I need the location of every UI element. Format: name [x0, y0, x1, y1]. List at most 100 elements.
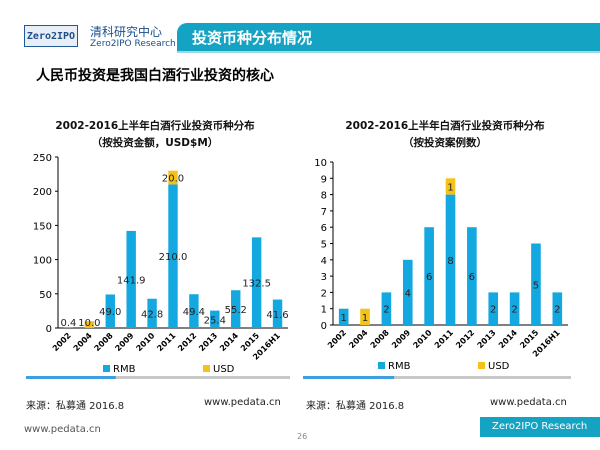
- x-tick-label: 2013: [476, 328, 498, 350]
- data-label: 141.9: [117, 275, 146, 286]
- divider-accent: [303, 376, 395, 379]
- data-label: 25.4: [204, 315, 226, 326]
- data-label: 2: [554, 305, 560, 316]
- data-label: 10.0: [78, 318, 100, 329]
- x-tick-label: 2004: [347, 328, 369, 350]
- y-tick-label: 150: [33, 221, 52, 232]
- data-label: 210.0: [159, 252, 188, 263]
- data-label: 20.0: [162, 174, 184, 185]
- footer-site: www.pedata.cn: [24, 424, 101, 435]
- data-label: 1: [447, 182, 453, 193]
- data-label: 49.0: [99, 307, 121, 318]
- bar-rmb: [531, 243, 541, 325]
- y-tick-label: 3: [321, 272, 327, 283]
- x-tick-label: 2012: [176, 331, 198, 353]
- y-tick-label: 8: [321, 191, 327, 202]
- chart1-title: 2002-2016上半年白酒行业投资币种分布: [55, 120, 255, 132]
- data-label: 132.5: [242, 279, 271, 290]
- zero2ipo-logo: Zero2IPO: [24, 25, 78, 47]
- y-tick-label: 10: [314, 158, 327, 169]
- x-tick-label: 2010: [134, 331, 156, 353]
- header-bar: [177, 23, 600, 53]
- bar-rmb: [381, 292, 392, 325]
- bar-usd: [360, 308, 370, 325]
- bar-rmb: [552, 292, 563, 325]
- x-tick-label: 2014: [497, 328, 519, 350]
- data-label: 5: [533, 280, 539, 291]
- legend-swatch-rmb: [378, 362, 385, 369]
- legend-label-usd: USD: [213, 364, 235, 375]
- bar-rmb: [210, 310, 220, 328]
- data-label: 41.6: [266, 310, 288, 321]
- source-left: 来源：私募通 2016.8: [26, 401, 125, 412]
- bar-rmb: [338, 308, 349, 325]
- y-tick-label: 100: [33, 256, 52, 267]
- legend-swatch-usd: [478, 362, 485, 369]
- bar-rmb: [231, 290, 241, 328]
- bar-rmb: [126, 230, 136, 328]
- bar-rmb: [402, 259, 413, 325]
- x-tick-label: 2008: [93, 331, 115, 353]
- x-tick-label: 2002: [51, 331, 73, 353]
- data-label: 55.2: [225, 305, 247, 316]
- bar-rmb: [445, 194, 456, 325]
- x-tick-label: 2009: [113, 331, 135, 353]
- slide-subtitle: 人民币投资是我国白酒行业投资的核心: [36, 68, 274, 84]
- data-label: 1: [340, 313, 346, 324]
- legend-label-rmb: RMB: [113, 364, 136, 375]
- bar-rmb: [147, 298, 157, 328]
- data-label: 2: [383, 305, 389, 316]
- bar-rmb: [272, 299, 283, 328]
- data-label: 6: [469, 272, 475, 283]
- data-label: 49.4: [183, 307, 205, 318]
- y-tick-label: 9: [321, 174, 327, 185]
- divider-bar: [26, 376, 290, 379]
- page-number: 26: [297, 432, 308, 441]
- legend-label-rmb: RMB: [388, 361, 411, 372]
- y-tick-label: 50: [39, 290, 52, 301]
- y-tick-label: 0: [46, 324, 52, 335]
- source-right: 来源：私募通 2016.8: [306, 401, 405, 412]
- chart2-subtitle: （按投资案例数）: [403, 137, 487, 149]
- page-title: 投资币种分布情况: [192, 29, 313, 47]
- x-tick-label: 2008: [369, 328, 391, 350]
- y-tick-label: 6: [321, 223, 327, 234]
- legend-swatch-rmb: [103, 365, 110, 372]
- y-tick-label: 200: [33, 187, 52, 198]
- y-tick-label: 7: [321, 207, 327, 218]
- data-label: 4: [405, 288, 411, 299]
- data-label: 2: [490, 305, 496, 316]
- bar-rmb: [189, 294, 199, 328]
- y-tick-label: 0: [321, 321, 327, 332]
- footer-brand: Zero2IPO Research: [480, 417, 600, 437]
- bar-usd: [445, 178, 456, 195]
- bar-usd: [168, 170, 178, 185]
- x-tick-label: 2014: [218, 331, 240, 353]
- url-left: www.pedata.cn: [204, 397, 281, 408]
- data-label: 1: [362, 313, 368, 324]
- divider-accent: [26, 376, 116, 379]
- data-label: 42.8: [141, 309, 163, 320]
- y-tick-label: 2: [321, 288, 327, 299]
- bar-usd: [84, 321, 95, 328]
- y-tick-label: 250: [33, 153, 52, 164]
- x-tick-label: 2002: [326, 328, 348, 350]
- legend-label-usd: USD: [488, 361, 510, 372]
- chart1-subtitle: （按投资金额，USD$M）: [91, 137, 219, 149]
- x-tick-label: 2010: [411, 328, 433, 350]
- url-right: www.pedata.cn: [490, 397, 567, 408]
- data-label: 0.4: [61, 318, 77, 329]
- x-tick-label: 2009: [390, 328, 412, 350]
- bar-rmb: [467, 227, 477, 325]
- x-tick-label: 2013: [197, 331, 219, 353]
- chart-count: 0123456789101200212004220084200962010812…: [303, 158, 571, 379]
- bar-rmb: [509, 292, 520, 325]
- y-tick-label: 1: [321, 305, 327, 316]
- data-label: 8: [447, 256, 453, 267]
- org-name-cn: 清科研究中心: [90, 25, 163, 39]
- divider-bar: [303, 376, 571, 379]
- bar-rmb: [488, 292, 499, 325]
- y-tick-label: 4: [321, 256, 327, 267]
- bar-rmb: [168, 184, 178, 328]
- bar-rmb: [424, 227, 434, 325]
